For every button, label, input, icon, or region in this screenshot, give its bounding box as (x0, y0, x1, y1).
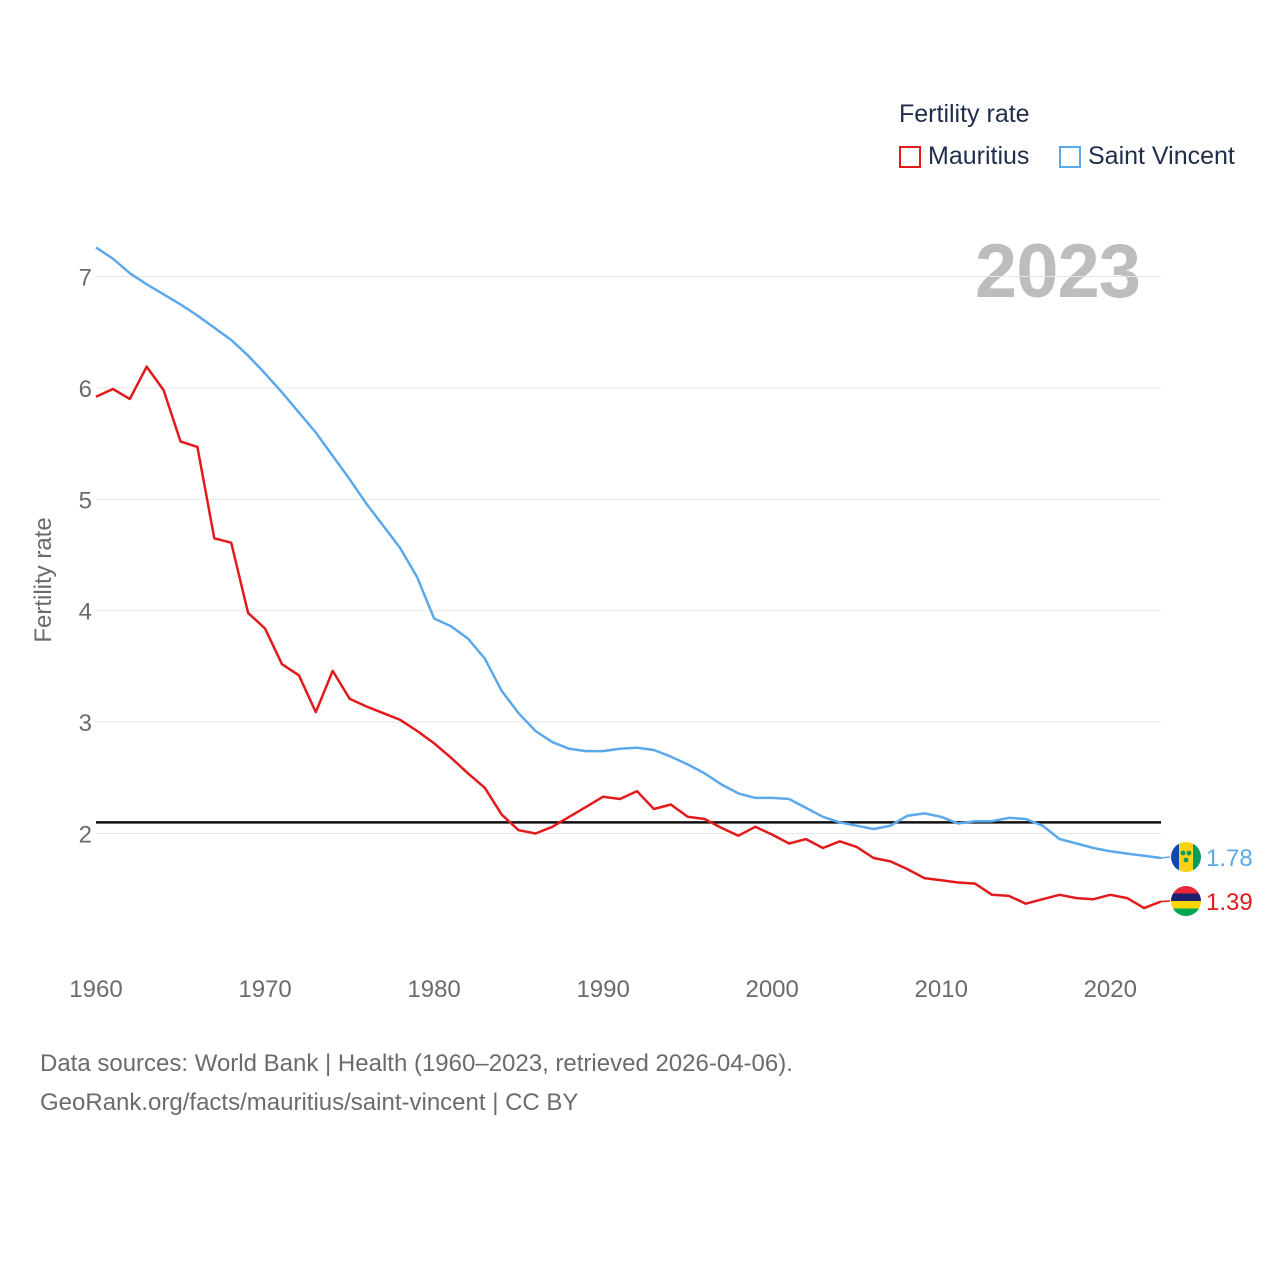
x-tick-label-1970: 1970 (238, 976, 291, 1003)
y-tick-label-3: 3 (79, 710, 92, 737)
y-tick-label-4: 4 (79, 599, 92, 626)
series-line-mauritius[interactable] (95, 365, 1162, 910)
legend-title: Fertility rate (899, 100, 1030, 128)
x-tick-label-2000: 2000 (745, 976, 798, 1003)
end-connector-saint-vincent (1160, 856, 1171, 859)
x-tick-label-2010: 2010 (915, 976, 968, 1003)
legend-swatch-saint-vincent (1059, 145, 1081, 168)
legend-label-saint-vincent: Saint Vincent (1088, 142, 1235, 170)
legend-item-saint-vincent[interactable]: Saint Vincent (1059, 142, 1235, 171)
mauritius-flag-icon (1171, 886, 1201, 916)
x-tick-label-1990: 1990 (576, 976, 629, 1003)
end-value-label-saint-vincent: 1.78 (1206, 845, 1253, 872)
legend-label-mauritius: Mauritius (928, 142, 1030, 170)
x-tick-label-2020: 2020 (1084, 976, 1137, 1003)
x-tick-label-1980: 1980 (407, 976, 460, 1003)
y-tick-label-2: 2 (79, 822, 92, 849)
y-tick-label-7: 7 (79, 265, 92, 292)
y-tick-label-5: 5 (79, 487, 92, 514)
legend-item-mauritius[interactable]: Mauritius (899, 142, 1029, 171)
y-tick-label-6: 6 (79, 376, 92, 403)
source-line-2[interactable]: GeoRank.org/facts/mauritius/saint-vincen… (40, 1089, 579, 1116)
x-tick-label-1960: 1960 (69, 976, 122, 1003)
series-line-saint-vincent[interactable] (95, 246, 1162, 860)
source-line-1: Data sources: World Bank | Health (1960–… (40, 1050, 793, 1077)
year-label: 2023 (974, 229, 1141, 314)
legend-swatch-mauritius (899, 145, 921, 168)
end-value-label-mauritius: 1.39 (1206, 889, 1253, 916)
y-axis-title: Fertility rate (30, 517, 57, 642)
source-note: Data sources: World Bank | Health (1960–… (40, 1044, 793, 1122)
saint-vincent-flag-icon (1171, 842, 1201, 872)
